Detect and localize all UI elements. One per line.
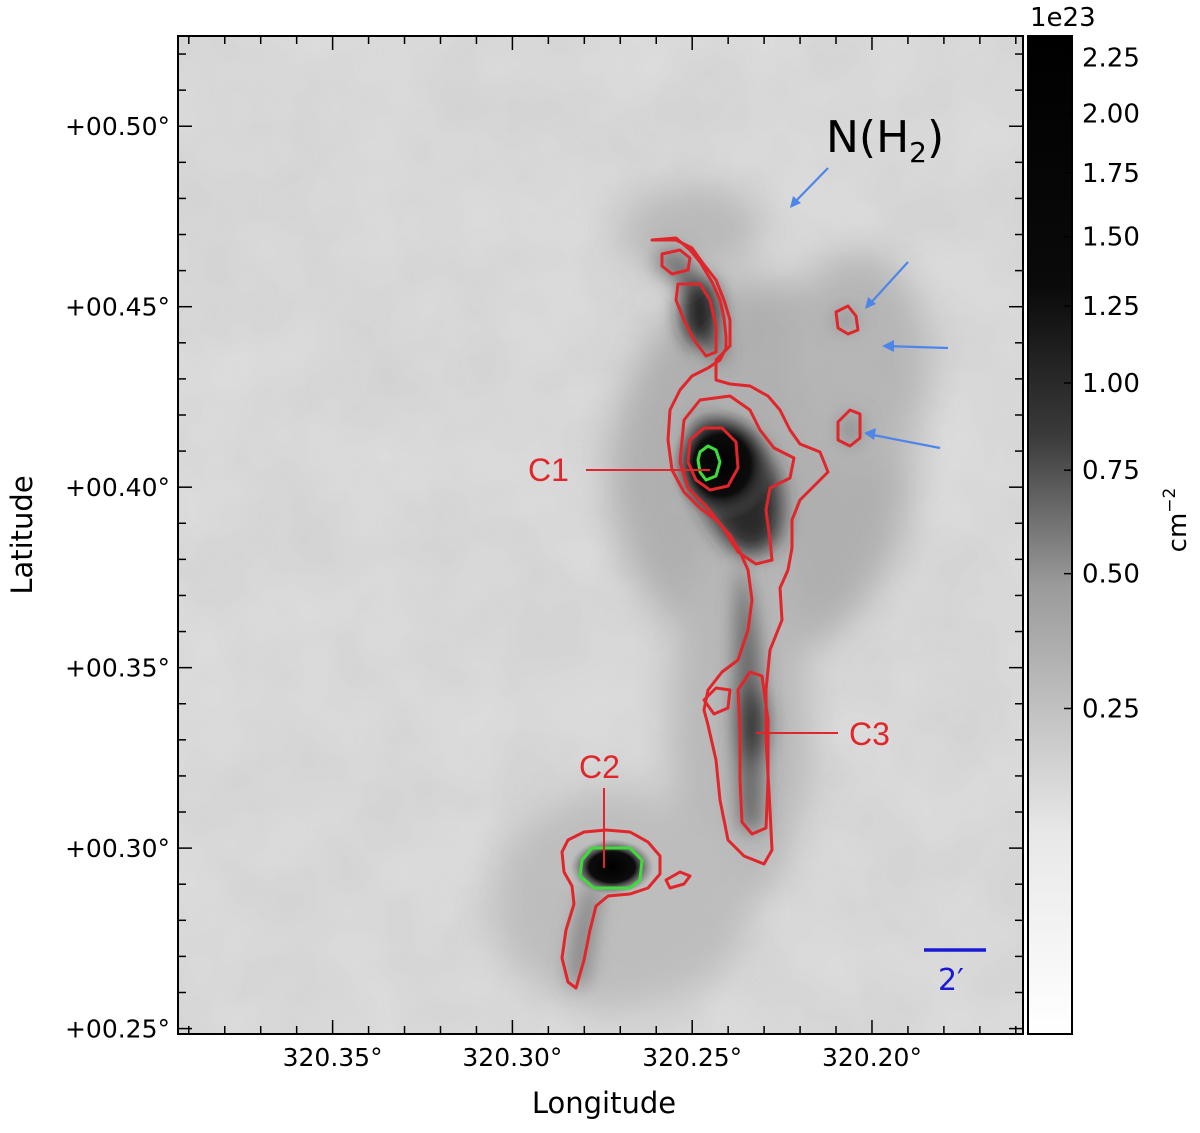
contour-overlay [560, 236, 862, 990]
x-tick-label: 320.35° [283, 1043, 383, 1072]
x-axis-title: Longitude [532, 1086, 676, 1120]
nh2-map-label: N(H2) [826, 112, 944, 169]
c3-label: C3 [849, 716, 890, 752]
arrow-3 [885, 344, 949, 350]
c2-label: C2 [579, 749, 620, 785]
y-tick-label: +00.35° [65, 654, 170, 683]
colorbar-gradient [1027, 35, 1073, 1035]
arrow-4 [867, 432, 941, 450]
outer-contour-north [650, 236, 830, 866]
annotation-layer: C1 C2 C3 N(H2) 2′ [528, 112, 986, 998]
green-contour-c1 [696, 444, 722, 482]
colorbar-exponent: 1e23 [1030, 3, 1096, 33]
y-tick-label: +00.25° [65, 1015, 170, 1044]
arrow-2 [867, 261, 909, 307]
outer-contour-w-blob [836, 408, 862, 448]
arrow-4-head [864, 428, 876, 440]
arrow-3-head [882, 340, 894, 352]
x-tick-label: 320.20° [822, 1043, 922, 1072]
outer-contour-c2 [560, 828, 662, 990]
y-tick-label: +00.40° [65, 473, 170, 502]
y-axis-title: Latitude [5, 475, 39, 594]
x-tick-label: 320.25° [642, 1043, 742, 1072]
colorbar-tick-label: 1.25 [1082, 292, 1140, 322]
c1-label: C1 [528, 452, 569, 488]
colorbar-tick-label: 0.75 [1082, 456, 1140, 486]
colorbar-tick-label: 0.25 [1082, 694, 1140, 724]
inner-contour-c3-west [702, 686, 732, 716]
scale-bar-label: 2′ [938, 963, 964, 998]
inner-contour-north-1 [660, 248, 692, 276]
colorbar-unit: cm−2 [1160, 488, 1193, 553]
inner-contour-c3 [736, 670, 770, 836]
arrow-group [790, 167, 949, 450]
colorbar-tick-label: 2.25 [1082, 43, 1140, 73]
colorbar-tick-label: 1.00 [1082, 369, 1140, 399]
colorbar-tick-label: 2.00 [1082, 99, 1140, 129]
colorbar: 2.25 2.00 1.75 1.50 1.25 1.00 0.75 0.50 0.25 1e2… [1027, 3, 1193, 1035]
plot-frame [177, 35, 1024, 1035]
y-tick-label: +00.50° [65, 112, 170, 141]
arrow-1-head [790, 196, 801, 208]
colorbar-tick-label: 1.75 [1082, 159, 1140, 189]
y-tick-label: +00.45° [65, 293, 170, 322]
y-tick-label: +00.30° [65, 834, 170, 863]
arrow-1 [791, 167, 829, 206]
x-tick-label: 320.30° [462, 1043, 562, 1072]
arrow-2-head [865, 297, 876, 309]
colorbar-ticks: 2.25 2.00 1.75 1.50 1.25 1.00 0.75 0.50 0.25 [1064, 43, 1140, 724]
x-axis-ticks: 320.35° 320.30° 320.25° 320.20° [188, 36, 1017, 1072]
outer-contour-nw-blob [834, 304, 860, 336]
column-density-image [178, 36, 1023, 1034]
inner-contour-north-2 [674, 282, 718, 358]
outer-contour-c2-spur [664, 870, 692, 890]
y-axis-ticks: +00.50° +00.45° +00.40° +00.35° +00.30° +00.2… [65, 53, 1023, 1044]
colorbar-tick-label: 1.50 [1082, 223, 1140, 253]
inner-contour-c1-mid [678, 394, 796, 566]
colorbar-tick-label: 0.50 [1082, 560, 1140, 590]
